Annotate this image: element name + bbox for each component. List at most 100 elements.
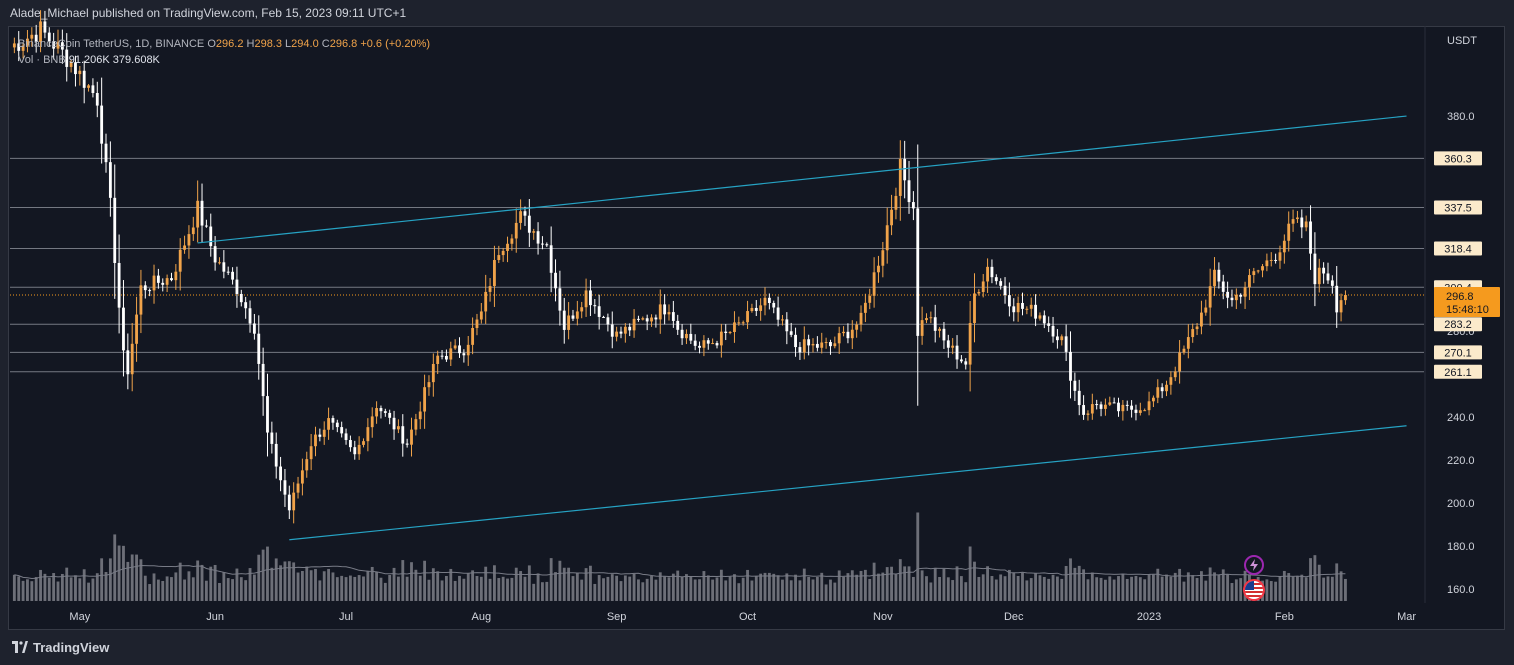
candle bbox=[580, 301, 584, 319]
candle-body bbox=[493, 260, 496, 287]
channel-lines[interactable] bbox=[197, 115, 1407, 541]
candle bbox=[1330, 275, 1334, 294]
volume-bar bbox=[414, 569, 418, 601]
candle-body bbox=[671, 312, 675, 321]
candle bbox=[1248, 268, 1251, 301]
candle bbox=[545, 242, 549, 247]
candle-body bbox=[248, 308, 252, 324]
candle bbox=[733, 311, 736, 343]
candle-body bbox=[1265, 260, 1269, 267]
candle bbox=[519, 199, 523, 230]
volume-bar bbox=[1217, 574, 1221, 601]
candle bbox=[554, 259, 557, 302]
candle-body bbox=[920, 320, 924, 336]
us-flag-icon[interactable] bbox=[1243, 579, 1265, 601]
candle bbox=[885, 207, 889, 264]
candlestick-chart[interactable]: USDT160.0180.0200.0220.0240.0280.0380.03… bbox=[0, 0, 1514, 630]
candle bbox=[56, 29, 60, 54]
candle bbox=[602, 315, 605, 318]
time-tick-label: Oct bbox=[739, 611, 756, 623]
volume-bar bbox=[881, 572, 885, 601]
candle bbox=[331, 415, 335, 430]
candle bbox=[506, 236, 509, 263]
candle-body bbox=[549, 245, 553, 273]
candle bbox=[47, 27, 51, 47]
volume-bar bbox=[1038, 575, 1042, 601]
volume-bar bbox=[1186, 572, 1190, 601]
candle bbox=[484, 274, 488, 324]
volume-bar bbox=[807, 576, 811, 601]
candle-body bbox=[1038, 315, 1042, 319]
volume-bar bbox=[165, 576, 169, 601]
candle bbox=[946, 334, 950, 358]
volume-bar bbox=[545, 581, 549, 601]
candle-body bbox=[283, 480, 287, 495]
candle-body bbox=[156, 275, 160, 283]
volume-bar bbox=[191, 577, 195, 601]
volume-bar bbox=[1077, 565, 1081, 601]
candle-body bbox=[741, 322, 745, 324]
candle-body bbox=[829, 342, 832, 347]
candle bbox=[623, 323, 627, 343]
candle bbox=[279, 456, 282, 492]
volume-bar bbox=[340, 575, 344, 601]
price-axis[interactable]: USDT160.0180.0200.0220.0240.0280.0380.03… bbox=[1424, 26, 1500, 603]
legend-symbol[interactable]: BinanceCoin bbox=[18, 38, 81, 50]
candle bbox=[667, 304, 671, 321]
channel-lower-line[interactable] bbox=[289, 425, 1407, 541]
volume-bar bbox=[458, 575, 461, 601]
volume-bar bbox=[977, 576, 981, 601]
level-label-bg bbox=[1434, 151, 1482, 166]
candle-body bbox=[187, 234, 191, 246]
candle-body bbox=[728, 332, 732, 334]
volume-bar bbox=[1034, 573, 1038, 601]
volume-bar bbox=[322, 571, 326, 601]
candle-body bbox=[802, 339, 806, 353]
candle bbox=[1034, 294, 1038, 327]
volume-bar bbox=[335, 577, 339, 601]
chart-pane[interactable] bbox=[8, 26, 1505, 630]
legend-volume-label[interactable]: Vol · BNB bbox=[18, 54, 66, 66]
volume-bar bbox=[663, 576, 667, 601]
volume-bar bbox=[87, 582, 90, 601]
candle-body bbox=[890, 209, 893, 226]
volume-bar bbox=[1121, 573, 1125, 601]
volume-bar bbox=[1117, 576, 1120, 601]
candle-body bbox=[445, 355, 448, 360]
candle-body bbox=[231, 271, 234, 280]
channel-upper-line[interactable] bbox=[197, 115, 1407, 244]
candle-body bbox=[423, 387, 427, 412]
candle-body bbox=[117, 262, 121, 308]
candle bbox=[610, 311, 614, 349]
time-axis[interactable]: May Jun Jul Aug Sep Oct Nov Dec 2023 Feb Mar bbox=[69, 611, 1416, 623]
candle bbox=[300, 458, 304, 496]
volume-bar bbox=[501, 576, 505, 601]
volume-bar bbox=[615, 575, 619, 601]
candle bbox=[833, 336, 837, 349]
candle bbox=[850, 320, 854, 350]
candle-body bbox=[1186, 337, 1190, 349]
lightning-icon[interactable] bbox=[1244, 555, 1264, 575]
volume-bar bbox=[462, 578, 466, 601]
candle bbox=[1291, 209, 1295, 232]
candle bbox=[200, 183, 204, 243]
volume-bar bbox=[811, 579, 815, 601]
candle-body bbox=[287, 494, 291, 511]
candle bbox=[955, 335, 959, 369]
candle-body bbox=[698, 345, 701, 348]
volume-bar bbox=[266, 546, 269, 601]
candle-body bbox=[1090, 404, 1094, 414]
candle-body bbox=[846, 331, 850, 339]
volume-bar bbox=[156, 579, 160, 601]
volume-bar bbox=[1226, 574, 1230, 601]
tradingview-brand[interactable]: TradingView bbox=[12, 640, 109, 655]
candle-body bbox=[143, 285, 147, 291]
volume-bar bbox=[12, 574, 16, 601]
candle-body bbox=[1243, 287, 1247, 297]
candle-body bbox=[658, 304, 662, 320]
volume-bar bbox=[589, 565, 592, 601]
volume-bar bbox=[1060, 578, 1064, 601]
volume-bar bbox=[641, 582, 645, 601]
candle bbox=[366, 418, 370, 452]
candle-body bbox=[322, 429, 326, 437]
